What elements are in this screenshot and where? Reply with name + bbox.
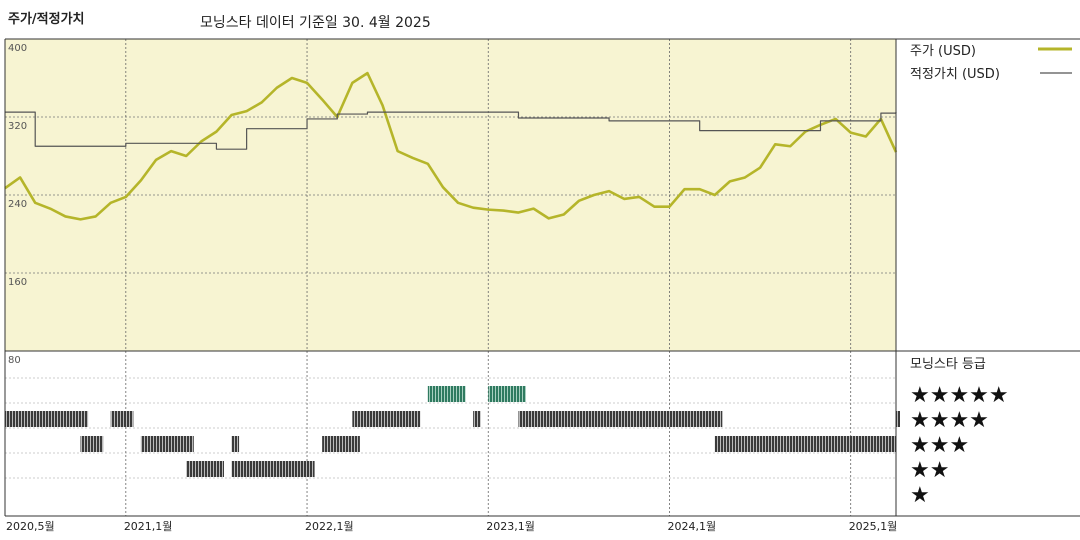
rating-bar-4-star <box>5 411 89 427</box>
rating-legend-title: 모닝스타 등급 <box>910 357 986 372</box>
y-axis-ticks: 400 320 240 160 80 <box>8 43 27 366</box>
rating-bar-5-star <box>427 386 466 402</box>
rating-bar-4-star <box>473 411 481 427</box>
rating-bar-5-star <box>488 386 527 402</box>
x-tick-label: 2023,1월 <box>486 520 535 533</box>
legend: 주가 (USD) 적정가치 (USD) 모닝스타 등급 ★★★★★★★★★★★★… <box>910 44 1072 508</box>
price-line <box>4 71 898 221</box>
series-lines <box>4 71 898 221</box>
rating-level-5-stars: ★★★★★ <box>910 383 1009 408</box>
rating-bar-3-star <box>322 436 360 452</box>
x-tick-label: 2024,1월 <box>667 520 716 533</box>
rating-bar-3-star <box>80 436 104 452</box>
rating-bar-2-star <box>186 461 224 477</box>
y-tick-label: 240 <box>8 199 27 210</box>
rating-bar-3-star <box>714 436 896 452</box>
rating-bar-3-star <box>231 436 240 452</box>
x-tick-label: 2025,1월 <box>849 520 898 533</box>
rating-bar-3-star <box>140 436 194 452</box>
rating-bar-4-star <box>352 411 421 427</box>
legend-price-label: 주가 (USD) <box>910 44 976 59</box>
y-tick-label: 160 <box>8 277 27 288</box>
rating-level-2-stars: ★★ <box>910 458 949 483</box>
rating-level-3-stars: ★★★ <box>910 433 969 458</box>
rating-bar-4-star <box>518 411 723 427</box>
chart-subtitle: 모닝스타 데이터 기준일 30. 4월 2025 <box>200 15 431 31</box>
chart-title: 주가/적정가치 <box>8 12 85 27</box>
rating-bar-2-star <box>231 461 315 477</box>
y-tick-label: 320 <box>8 121 27 132</box>
x-tick-label: 2022,1월 <box>305 520 354 533</box>
rating-bar-4-star <box>896 411 900 427</box>
x-tick-label: 2021,1월 <box>124 520 173 533</box>
fair-value-line <box>5 111 897 150</box>
y-tick-label: 400 <box>8 43 27 54</box>
y-tick-label: 80 <box>8 355 21 366</box>
x-axis-ticks: 2020,5월 2021,1월 2022,1월 2023,1월 2024,1월 2025,… <box>6 520 897 533</box>
rating-bar-4-star <box>110 411 134 427</box>
rating-bars <box>5 386 900 477</box>
rating-level-4-stars: ★★★★ <box>910 408 989 433</box>
rating-level-1-stars: ★ <box>910 483 930 508</box>
x-tick-label: 2020,5월 <box>6 520 55 533</box>
rating-star-labels: ★★★★★★★★★★★★★★★ <box>910 383 1009 508</box>
legend-fair-label: 적정가치 (USD) <box>910 67 1000 82</box>
